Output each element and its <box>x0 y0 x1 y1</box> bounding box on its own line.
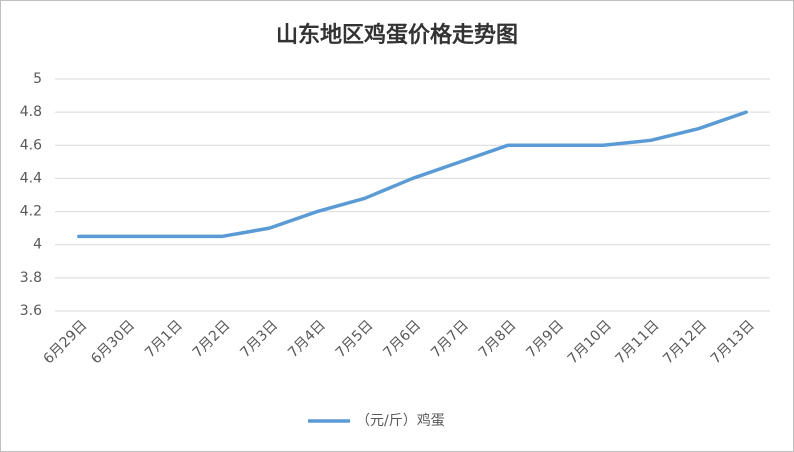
y-tick-label: 4.2 <box>20 204 42 220</box>
chart-title: 山东地区鸡蛋价格走势图 <box>276 22 518 48</box>
y-tick-label: 4.4 <box>20 170 42 186</box>
y-tick-label: 5 <box>33 71 42 87</box>
y-tick-label: 4.6 <box>20 137 42 153</box>
y-tick-label: 4 <box>33 237 42 253</box>
legend-label: （元/斤）鸡蛋 <box>356 412 445 429</box>
y-tick-label: 3.8 <box>20 270 42 286</box>
y-tick-label: 3.6 <box>20 303 42 319</box>
y-tick-label: 4.8 <box>20 104 42 120</box>
series-line <box>77 110 748 239</box>
